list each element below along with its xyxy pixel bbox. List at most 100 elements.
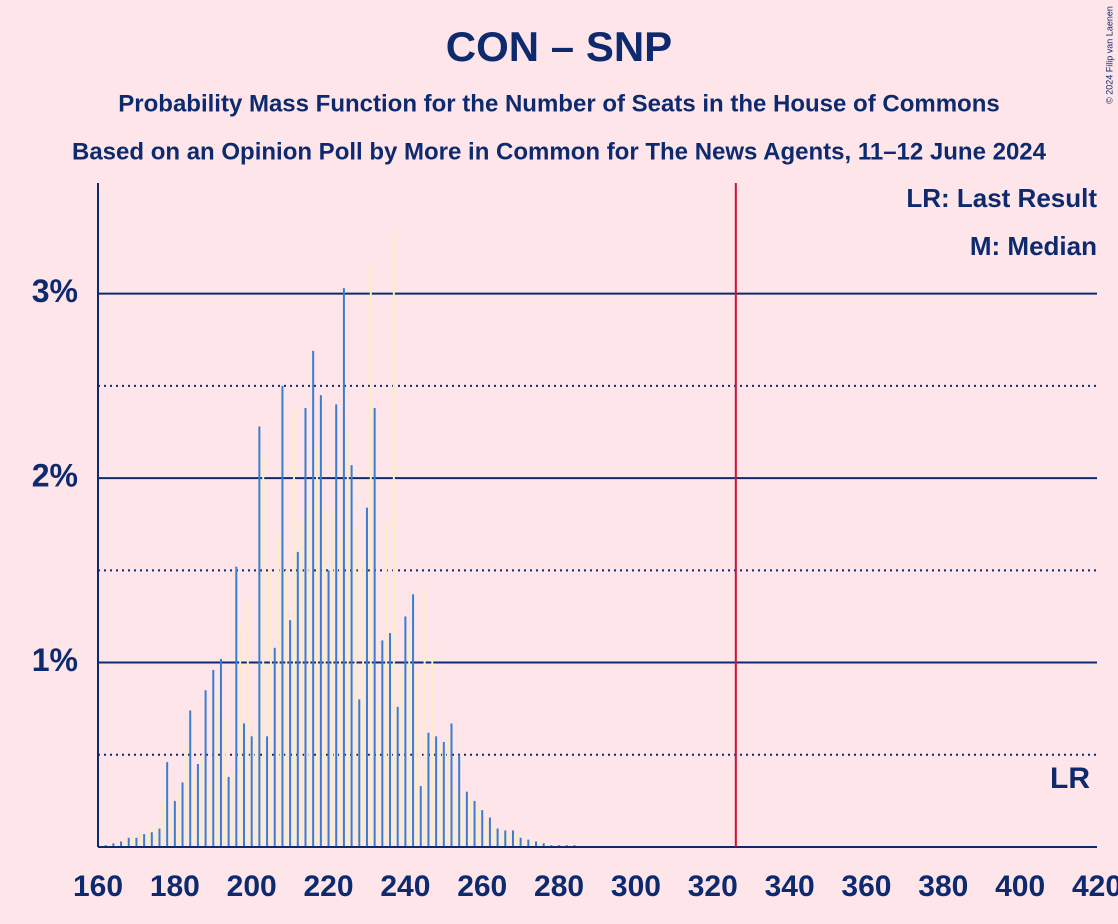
bar — [469, 797, 472, 847]
bar — [454, 787, 457, 847]
bar — [139, 832, 142, 847]
legend-entry: LR: Last Result — [906, 183, 1097, 213]
bar — [208, 786, 211, 847]
bar — [158, 828, 161, 847]
bar — [415, 671, 418, 847]
bar — [465, 791, 468, 847]
bar — [335, 404, 338, 847]
bar — [323, 507, 326, 847]
bar — [177, 791, 180, 847]
bar — [131, 835, 134, 847]
bar — [515, 835, 518, 847]
bar — [446, 736, 449, 847]
bar — [162, 800, 165, 847]
bar — [181, 782, 184, 847]
bar — [492, 824, 495, 847]
x-tick-label: 420 — [1072, 870, 1118, 903]
bar — [500, 828, 503, 847]
bar — [477, 806, 480, 847]
subtitle: Probability Mass Function for the Number… — [118, 90, 999, 117]
bar — [389, 633, 392, 847]
bar — [281, 385, 284, 847]
x-tick-label: 260 — [457, 870, 507, 903]
bar — [331, 511, 334, 847]
bar — [381, 640, 384, 847]
bar — [508, 832, 511, 847]
bar — [223, 717, 226, 847]
bar — [458, 754, 461, 847]
x-tick-label: 280 — [534, 870, 584, 903]
y-tick-label: 1% — [32, 642, 78, 678]
y-tick-label: 2% — [32, 458, 78, 494]
bar — [385, 524, 388, 847]
legend-entry: M: Median — [970, 231, 1097, 261]
bar — [519, 837, 522, 847]
bar — [216, 699, 219, 847]
bar — [462, 795, 465, 847]
bar — [120, 841, 123, 847]
bar — [285, 570, 288, 847]
bar — [427, 732, 430, 847]
bar — [289, 620, 292, 847]
bar — [423, 588, 426, 847]
bar — [350, 465, 353, 847]
bar — [504, 830, 507, 847]
bar — [527, 839, 530, 847]
bar — [292, 408, 295, 847]
bar — [239, 625, 242, 847]
bar — [116, 843, 119, 847]
bar — [342, 288, 345, 848]
bar — [316, 444, 319, 847]
bar — [327, 570, 330, 847]
bar — [531, 841, 534, 847]
x-tick-label: 340 — [765, 870, 815, 903]
bar — [273, 647, 276, 847]
bar — [304, 408, 307, 847]
bar — [358, 699, 361, 847]
bar — [166, 762, 169, 847]
bar — [481, 810, 484, 847]
y-tick-label: 3% — [32, 273, 78, 309]
bar — [308, 505, 311, 847]
bar — [193, 773, 196, 847]
bar — [189, 710, 192, 847]
bar — [227, 776, 230, 847]
bar — [319, 395, 322, 847]
bar — [346, 432, 349, 847]
x-tick-label: 320 — [688, 870, 738, 903]
bar — [170, 815, 173, 847]
bar — [435, 736, 438, 847]
bar — [296, 551, 299, 847]
bar — [258, 426, 261, 847]
bar — [173, 800, 176, 847]
x-tick-label: 200 — [227, 870, 277, 903]
bar — [143, 834, 146, 847]
bar — [450, 723, 453, 847]
bar — [243, 723, 246, 847]
bar — [396, 706, 399, 847]
bar — [254, 732, 257, 847]
x-tick-label: 240 — [380, 870, 430, 903]
x-tick-label: 160 — [73, 870, 123, 903]
bar — [431, 653, 434, 847]
bar — [146, 828, 149, 847]
bar — [300, 522, 303, 847]
bar — [488, 817, 491, 847]
bar — [442, 741, 445, 847]
bar — [204, 690, 207, 847]
bar — [438, 745, 441, 847]
x-tick-label: 380 — [918, 870, 968, 903]
bar — [250, 736, 253, 847]
bar — [538, 843, 541, 847]
bar — [496, 828, 499, 847]
bar — [312, 350, 315, 847]
bar — [404, 616, 407, 847]
bar — [266, 736, 269, 847]
bar — [523, 839, 526, 847]
bar — [400, 671, 403, 847]
bar — [200, 754, 203, 847]
x-tick-label: 400 — [995, 870, 1045, 903]
bar — [185, 745, 188, 847]
bar — [485, 821, 488, 847]
